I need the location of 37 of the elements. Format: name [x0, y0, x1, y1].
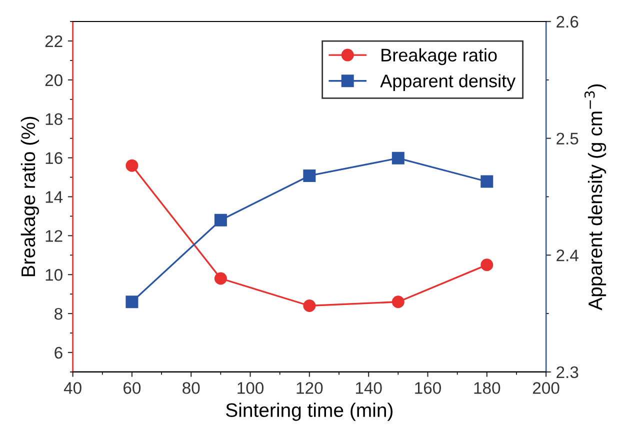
y2-tick-label: 2.5 [556, 132, 578, 145]
y-tick-label: 6 [54, 346, 62, 359]
legend-label: Apparent density [380, 74, 516, 91]
y-tick-label: 16 [46, 152, 62, 164]
point [303, 300, 316, 312]
x-tick-label: 80 [182, 382, 200, 394]
y2-tick-label: 2.6 [556, 16, 578, 28]
y-tick-label: 8 [54, 308, 62, 320]
y2-tick-label: 2.3 [556, 366, 578, 378]
point [214, 214, 227, 226]
x-tick-label: 120 [296, 382, 323, 394]
x-tick-label: 100 [238, 382, 264, 394]
x-tick-label: 180 [474, 382, 500, 394]
x-tick-label: 200 [532, 382, 560, 394]
point [126, 296, 138, 308]
point [480, 175, 494, 188]
x-tick-label: 160 [415, 382, 441, 394]
point [392, 152, 404, 164]
x-tick-label: 60 [124, 382, 141, 394]
y2-tick-label: 2.4 [556, 250, 578, 262]
point [392, 296, 404, 308]
y-tick-label: 20 [45, 74, 62, 86]
y-axis-title: Breakage ratio (%) [20, 116, 39, 276]
x-axis-title: Sintering time (min) [226, 402, 393, 421]
y-tick-label: 10 [46, 269, 62, 281]
y-tick-label: 18 [46, 113, 62, 126]
point [303, 169, 316, 182]
x-tick-label: 140 [356, 382, 382, 394]
y2-axis-title: Apparent density (g cm$^{−3}$) [584, 84, 606, 310]
y-tick-label: 14 [46, 191, 63, 203]
point [480, 258, 494, 272]
x-tick-label: 40 [64, 382, 82, 394]
y-tick-label: 22 [45, 35, 62, 48]
y-tick-label: 12 [46, 230, 62, 242]
point [126, 159, 138, 172]
point [214, 272, 227, 285]
legend-label: Breakage ratio [382, 48, 497, 66]
